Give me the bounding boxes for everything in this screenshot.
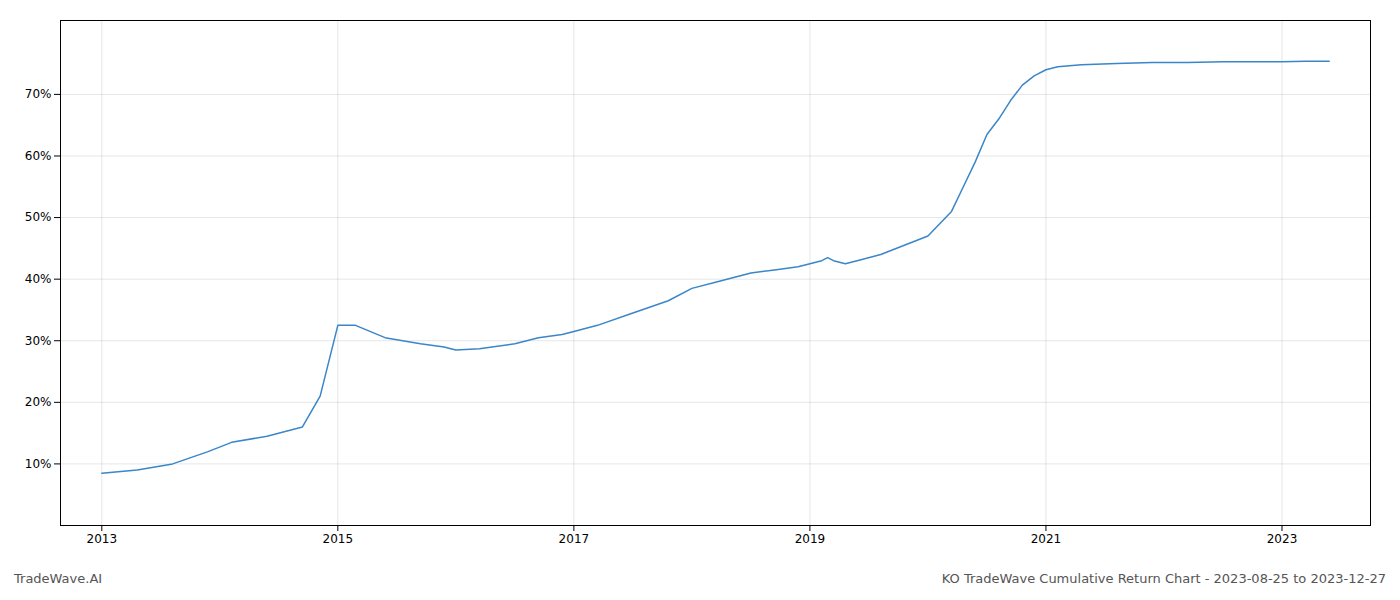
svg-text:10%: 10% <box>25 457 52 471</box>
html-text:KO TradeWave Cumulative Return: KO TradeWave Cumulative Return Chart - 2… <box>941 571 1386 586</box>
svg-text:2015: 2015 <box>323 532 354 546</box>
svg-text:2019: 2019 <box>795 532 826 546</box>
svg-text:20%: 20% <box>25 395 52 409</box>
svg-text:60%: 60% <box>25 149 52 163</box>
svg-text:2013: 2013 <box>87 532 118 546</box>
svg-text:40%: 40% <box>25 272 52 286</box>
svg-text:2021: 2021 <box>1031 532 1062 546</box>
svg-text:70%: 70% <box>25 87 52 101</box>
svg-text:30%: 30% <box>25 334 52 348</box>
html-text:TradeWave.AI: TradeWave.AI <box>14 571 103 586</box>
svg-text:50%: 50% <box>25 210 52 224</box>
svg-text:2023: 2023 <box>1267 532 1298 546</box>
svg-text:2017: 2017 <box>559 532 590 546</box>
